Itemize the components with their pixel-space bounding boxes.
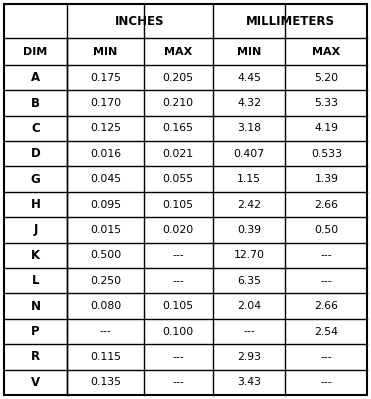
Text: ---: --- — [243, 326, 255, 336]
Text: 0.39: 0.39 — [237, 225, 261, 235]
Text: MAX: MAX — [164, 47, 192, 57]
Text: 0.170: 0.170 — [90, 98, 121, 108]
Text: K: K — [31, 249, 40, 262]
Text: 0.175: 0.175 — [90, 73, 121, 83]
Text: V: V — [31, 376, 40, 389]
Text: 0.210: 0.210 — [162, 98, 194, 108]
Text: 4.32: 4.32 — [237, 98, 261, 108]
Text: 0.016: 0.016 — [90, 149, 121, 159]
Text: 0.105: 0.105 — [162, 200, 194, 209]
Text: ---: --- — [321, 352, 332, 362]
Text: 2.04: 2.04 — [237, 301, 261, 311]
Text: 5.20: 5.20 — [314, 73, 338, 83]
Text: 0.115: 0.115 — [90, 352, 121, 362]
Text: ---: --- — [173, 250, 184, 261]
Text: B: B — [31, 97, 40, 109]
Text: 0.533: 0.533 — [311, 149, 342, 159]
Text: 0.250: 0.250 — [90, 276, 121, 286]
Text: 0.125: 0.125 — [90, 123, 121, 133]
Text: 0.080: 0.080 — [90, 301, 121, 311]
Text: 2.66: 2.66 — [314, 200, 338, 209]
Text: H: H — [30, 198, 40, 211]
Text: A: A — [31, 71, 40, 84]
Text: MIN: MIN — [93, 47, 118, 57]
Text: 0.055: 0.055 — [162, 174, 194, 184]
Text: 2.54: 2.54 — [314, 326, 338, 336]
Text: 0.045: 0.045 — [90, 174, 121, 184]
Text: N: N — [30, 300, 40, 313]
Text: 0.095: 0.095 — [90, 200, 121, 209]
Text: ---: --- — [321, 250, 332, 261]
Text: 0.105: 0.105 — [162, 301, 194, 311]
Text: 12.70: 12.70 — [234, 250, 265, 261]
Text: 5.33: 5.33 — [314, 98, 338, 108]
Text: ---: --- — [173, 276, 184, 286]
Text: 3.43: 3.43 — [237, 377, 261, 387]
Text: 6.35: 6.35 — [237, 276, 261, 286]
Text: D: D — [31, 147, 40, 160]
Text: 0.020: 0.020 — [162, 225, 194, 235]
Text: 0.407: 0.407 — [234, 149, 265, 159]
Text: 4.19: 4.19 — [314, 123, 338, 133]
Text: 3.18: 3.18 — [237, 123, 261, 133]
Text: MIN: MIN — [237, 47, 261, 57]
Text: INCHES: INCHES — [115, 15, 165, 28]
Text: G: G — [31, 173, 40, 186]
Text: 0.100: 0.100 — [162, 326, 194, 336]
Text: 0.205: 0.205 — [162, 73, 194, 83]
Text: C: C — [31, 122, 40, 135]
Text: 0.165: 0.165 — [163, 123, 194, 133]
Text: 2.42: 2.42 — [237, 200, 261, 209]
Text: 4.45: 4.45 — [237, 73, 261, 83]
Text: 2.66: 2.66 — [314, 301, 338, 311]
Text: ---: --- — [173, 352, 184, 362]
Text: L: L — [32, 274, 39, 287]
Text: 1.15: 1.15 — [237, 174, 261, 184]
Text: J: J — [33, 223, 38, 237]
Text: 0.015: 0.015 — [90, 225, 121, 235]
Text: 0.50: 0.50 — [314, 225, 338, 235]
Text: 2.93: 2.93 — [237, 352, 261, 362]
Text: P: P — [31, 325, 40, 338]
Text: ---: --- — [173, 377, 184, 387]
Text: ---: --- — [100, 326, 111, 336]
Text: R: R — [31, 350, 40, 363]
Text: 0.135: 0.135 — [90, 377, 121, 387]
Text: MILLIMETERS: MILLIMETERS — [246, 15, 335, 28]
Text: ---: --- — [321, 377, 332, 387]
Text: 1.39: 1.39 — [314, 174, 338, 184]
Text: 0.021: 0.021 — [162, 149, 194, 159]
Text: 0.500: 0.500 — [90, 250, 121, 261]
Text: ---: --- — [321, 276, 332, 286]
Text: MAX: MAX — [312, 47, 341, 57]
Text: DIM: DIM — [23, 47, 47, 57]
